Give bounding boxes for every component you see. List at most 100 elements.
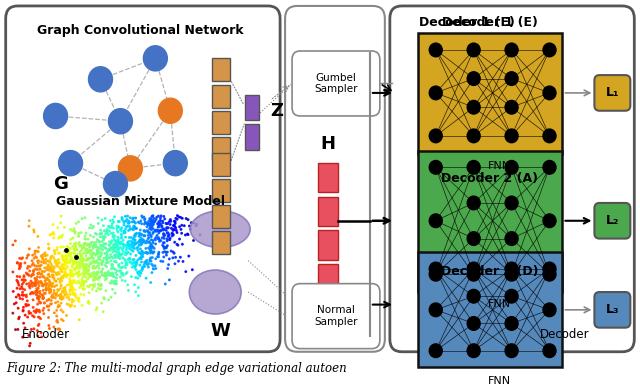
- Point: [146, 242, 156, 248]
- Point: [130, 237, 140, 243]
- Point: [97, 270, 107, 276]
- Point: [72, 271, 82, 277]
- Point: [12, 260, 22, 266]
- Point: [115, 268, 125, 274]
- Point: [91, 307, 101, 313]
- Point: [66, 269, 76, 276]
- Point: [135, 237, 145, 243]
- Point: [22, 265, 33, 271]
- Point: [58, 257, 68, 263]
- Point: [52, 304, 63, 310]
- Point: [49, 269, 59, 275]
- Point: [83, 268, 93, 274]
- Point: [121, 218, 131, 224]
- Point: [111, 242, 122, 248]
- Point: [33, 274, 43, 280]
- Point: [49, 255, 59, 261]
- Point: [95, 242, 106, 248]
- Point: [128, 240, 138, 246]
- Circle shape: [429, 214, 442, 228]
- Point: [55, 234, 65, 240]
- Point: [88, 265, 98, 271]
- Point: [138, 264, 148, 270]
- FancyBboxPatch shape: [292, 284, 380, 349]
- Point: [17, 286, 28, 292]
- Point: [95, 239, 105, 245]
- Point: [102, 226, 112, 233]
- Point: [118, 241, 128, 247]
- Point: [138, 265, 148, 272]
- Point: [127, 244, 138, 250]
- FancyBboxPatch shape: [245, 124, 259, 149]
- Point: [152, 227, 163, 233]
- Point: [45, 281, 56, 287]
- Point: [113, 239, 123, 245]
- Point: [70, 241, 81, 247]
- Point: [157, 224, 167, 230]
- Point: [80, 241, 90, 247]
- Point: [70, 287, 80, 293]
- Point: [130, 241, 140, 247]
- Point: [81, 265, 92, 272]
- Point: [114, 261, 124, 267]
- Circle shape: [429, 344, 442, 358]
- Point: [50, 257, 60, 263]
- Point: [113, 236, 124, 243]
- Point: [8, 310, 18, 316]
- Point: [42, 276, 52, 282]
- Point: [131, 274, 141, 281]
- Point: [67, 255, 77, 261]
- Point: [109, 247, 119, 253]
- Point: [47, 283, 57, 289]
- Point: [113, 262, 124, 269]
- Point: [92, 247, 102, 253]
- Point: [58, 273, 68, 279]
- Point: [10, 238, 20, 244]
- Point: [162, 236, 172, 242]
- Point: [28, 271, 38, 277]
- Point: [64, 248, 74, 254]
- Point: [70, 279, 80, 285]
- Point: [110, 254, 120, 260]
- Point: [71, 260, 81, 266]
- Point: [84, 274, 95, 281]
- Point: [129, 256, 139, 262]
- Point: [143, 229, 154, 236]
- Point: [13, 326, 23, 332]
- Point: [70, 259, 80, 265]
- Point: [52, 317, 63, 324]
- Point: [29, 262, 40, 269]
- Point: [45, 279, 55, 286]
- Point: [84, 271, 94, 277]
- Point: [150, 236, 160, 242]
- Point: [40, 253, 51, 259]
- Text: Normal
Sampler: Normal Sampler: [314, 305, 358, 327]
- Point: [97, 246, 107, 252]
- Point: [52, 282, 62, 288]
- Circle shape: [505, 196, 518, 210]
- Point: [112, 272, 122, 278]
- Point: [61, 272, 71, 279]
- Circle shape: [543, 129, 556, 143]
- Point: [150, 265, 161, 272]
- Point: [148, 250, 158, 256]
- Point: [58, 262, 68, 268]
- Point: [81, 246, 91, 252]
- Circle shape: [543, 214, 556, 228]
- Point: [55, 279, 65, 285]
- Point: [101, 260, 111, 266]
- Point: [19, 292, 29, 298]
- Point: [107, 270, 117, 276]
- Point: [96, 283, 106, 289]
- Point: [47, 294, 57, 300]
- Point: [104, 297, 114, 303]
- Point: [115, 255, 125, 262]
- Point: [20, 277, 30, 283]
- Point: [63, 295, 74, 301]
- Point: [142, 224, 152, 230]
- Point: [114, 239, 124, 245]
- Point: [76, 252, 86, 259]
- Point: [152, 253, 163, 260]
- Point: [56, 268, 66, 274]
- Point: [110, 266, 120, 272]
